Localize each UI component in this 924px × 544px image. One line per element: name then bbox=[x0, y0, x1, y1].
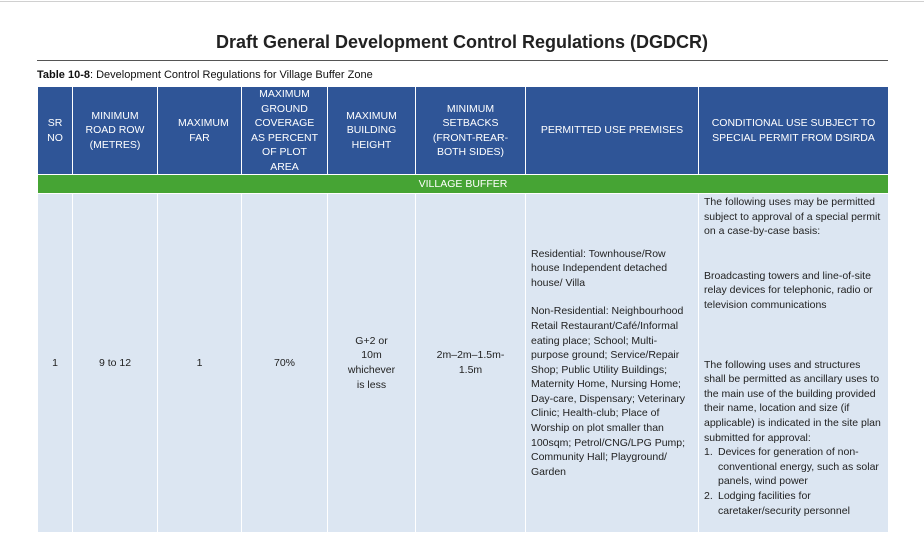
column-header: MINIMUM ROAD ROW (METRES) bbox=[72, 86, 158, 175]
cell-height: G+2 or 10m whichever is less bbox=[327, 193, 416, 533]
caption-text: : Development Control Regulations for Vi… bbox=[90, 69, 373, 81]
list-text: Lodging facilities for caretaker/securit… bbox=[718, 489, 850, 517]
conditional-paragraph: The following uses may be permitted subj… bbox=[704, 196, 881, 238]
regulations-table: SR NO MINIMUM ROAD ROW (METRES) MAXIMUM … bbox=[37, 86, 889, 533]
header-row: SR NO MINIMUM ROAD ROW (METRES) MAXIMUM … bbox=[37, 86, 889, 175]
cell-setbacks: 2m–2m–1.5m-1.5m bbox=[415, 193, 526, 533]
zone-row: VILLAGE BUFFER bbox=[37, 174, 889, 194]
table-caption: Table 10-8: Development Control Regulati… bbox=[37, 69, 373, 81]
zone-label: VILLAGE BUFFER bbox=[37, 174, 889, 194]
cell-permitted: Residential: Townhouse/Row house Indepen… bbox=[525, 193, 699, 533]
column-header: MAXIMUM FAR bbox=[157, 86, 242, 175]
conditional-content: The following uses may be permitted subj… bbox=[704, 195, 883, 532]
cell-sr: 1 bbox=[37, 193, 73, 533]
list-item: 2. Lodging facilities for caretaker/secur… bbox=[704, 489, 883, 518]
column-header: MINIMUM SETBACKS (FRONT-REAR-BOTH SIDES) bbox=[415, 86, 526, 175]
column-header: MAXIMUM GROUND COVERAGE AS PERCENT OF PL… bbox=[241, 86, 328, 175]
caption-label: Table 10-8 bbox=[37, 69, 90, 81]
list-marker: 1. bbox=[704, 446, 713, 459]
cell-conditional: The following uses may be permitted subj… bbox=[698, 193, 889, 533]
data-row: 1 9 to 12 1 70% G+2 or 10m whichever is … bbox=[37, 193, 889, 533]
document-title: Draft General Development Control Regula… bbox=[215, 32, 709, 52]
column-header: MAXIMUM BUILDING HEIGHT bbox=[327, 86, 416, 175]
cell-far: 1 bbox=[157, 193, 242, 533]
column-header: CONDITIONAL USE SUBJECT TO SPECIAL PERMI… bbox=[698, 86, 889, 175]
conditional-paragraph: The following uses and structures shall … bbox=[704, 358, 881, 444]
conditional-paragraph: Broadcasting towers and line-of-site rel… bbox=[704, 269, 873, 311]
column-header: PERMITTED USE PREMISES bbox=[525, 86, 699, 175]
top-border bbox=[0, 1, 924, 2]
cell-coverage: 70% bbox=[241, 193, 328, 533]
cell-road-row: 9 to 12 bbox=[72, 193, 158, 533]
list-text: Devices for generation of non-convention… bbox=[718, 446, 879, 488]
list-marker: 2. bbox=[704, 489, 713, 502]
permitted-paragraph: Residential: Townhouse/Row house Indepen… bbox=[531, 247, 668, 289]
list-item: 1. Devices for generation of non-conventi… bbox=[704, 445, 883, 489]
column-header: SR NO bbox=[37, 86, 73, 175]
title-rule bbox=[37, 60, 888, 61]
permitted-paragraph: Non-Residential: Neighbourhood Retail Re… bbox=[531, 305, 686, 478]
